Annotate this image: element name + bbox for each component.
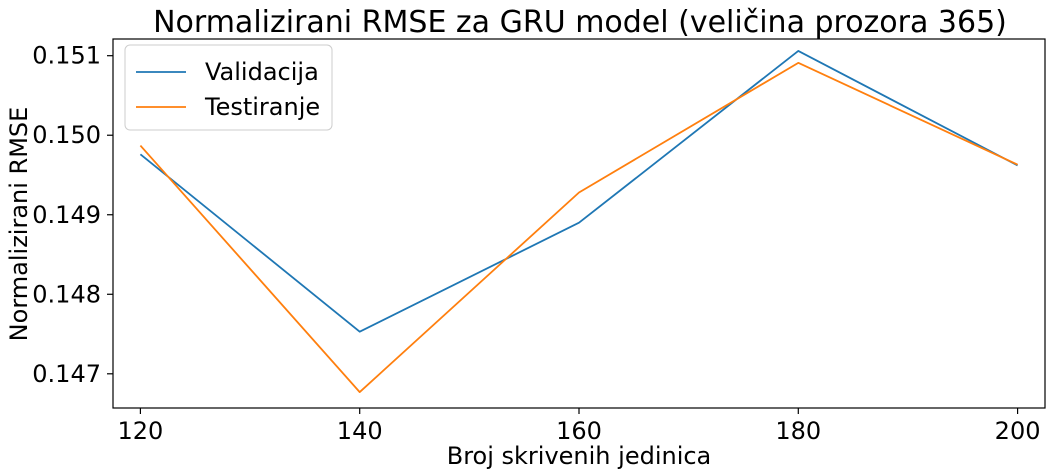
y-tick-label: 0.147 bbox=[32, 360, 101, 388]
x-tick-label: 120 bbox=[118, 417, 164, 445]
x-axis-label: Broj skrivenih jedinica bbox=[447, 442, 712, 470]
legend-label-validacija: Validacija bbox=[205, 58, 319, 86]
legend: Validacija Testiranje bbox=[124, 44, 333, 131]
y-axis-label: Normalizirani RMSE bbox=[5, 107, 33, 342]
x-axis: 120 140 160 180 200 bbox=[118, 408, 1041, 445]
x-tick-label: 140 bbox=[337, 417, 383, 445]
x-tick-label: 200 bbox=[995, 417, 1041, 445]
legend-label-testiranje: Testiranje bbox=[204, 93, 320, 121]
x-tick-label: 180 bbox=[775, 417, 821, 445]
y-tick-label: 0.150 bbox=[32, 121, 101, 149]
series-layer bbox=[139, 50, 1019, 393]
y-axis: 0.147 0.148 0.149 0.150 0.151 bbox=[32, 42, 113, 388]
x-tick-label: 160 bbox=[556, 417, 602, 445]
legend-box bbox=[124, 44, 333, 131]
chart-title: Normalizirani RMSE za GRU model (veličin… bbox=[153, 5, 1007, 40]
y-tick-label: 0.151 bbox=[32, 42, 101, 70]
y-tick-label: 0.148 bbox=[32, 280, 101, 308]
y-tick-label: 0.149 bbox=[32, 201, 101, 229]
